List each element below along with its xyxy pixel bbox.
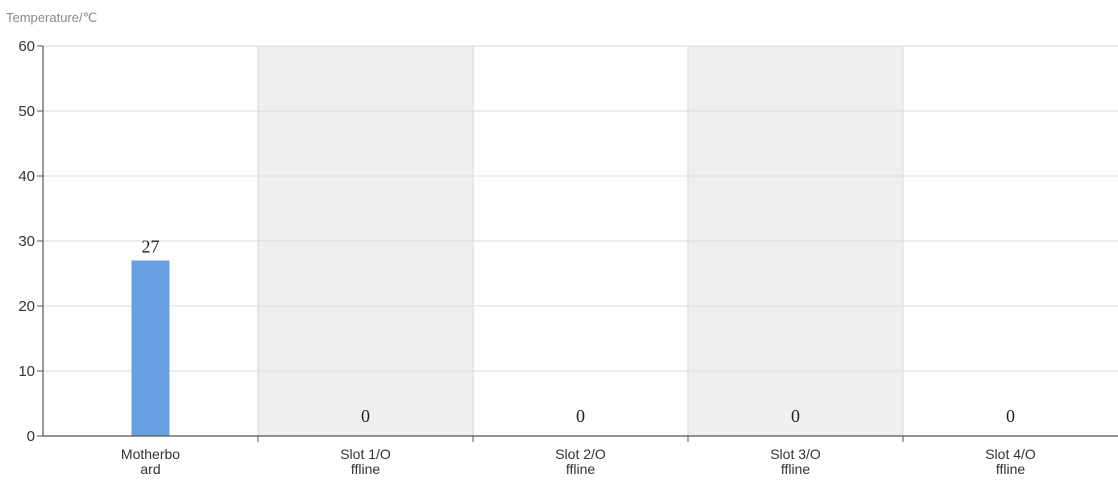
- x-tick-label: ffline: [351, 461, 381, 477]
- x-tick-label: Motherbo: [121, 446, 180, 462]
- y-axis-label: Temperature/℃: [6, 10, 97, 25]
- data-label: 0: [576, 406, 585, 426]
- x-tick-label: ffline: [566, 461, 596, 477]
- bars: [131, 260, 170, 436]
- x-tick-label: Slot 1/O: [340, 446, 391, 462]
- y-tick-label: 60: [18, 38, 35, 55]
- x-tick-label: ard: [140, 461, 160, 477]
- axes: [37, 45, 1118, 442]
- x-tick-label: Slot 2/O: [555, 446, 606, 462]
- x-tick-label: Slot 4/O: [985, 446, 1036, 462]
- data-label: 0: [1006, 406, 1015, 426]
- y-tick-label: 50: [18, 103, 35, 120]
- x-tick-label: Slot 3/O: [770, 446, 821, 462]
- x-tick-label: ffline: [781, 461, 811, 477]
- data-label: 0: [791, 406, 800, 426]
- data-label: 27: [142, 237, 160, 257]
- y-tick-label: 30: [18, 233, 35, 250]
- y-tick-label: 20: [18, 298, 35, 315]
- y-tick-label: 40: [18, 168, 35, 185]
- x-tick-label: ffline: [996, 461, 1026, 477]
- data-label: 0: [361, 406, 370, 426]
- horizontal-gridlines: [43, 45, 1118, 372]
- bar: [131, 260, 170, 436]
- y-tick-label: 0: [27, 428, 35, 445]
- y-tick-label: 10: [18, 363, 35, 380]
